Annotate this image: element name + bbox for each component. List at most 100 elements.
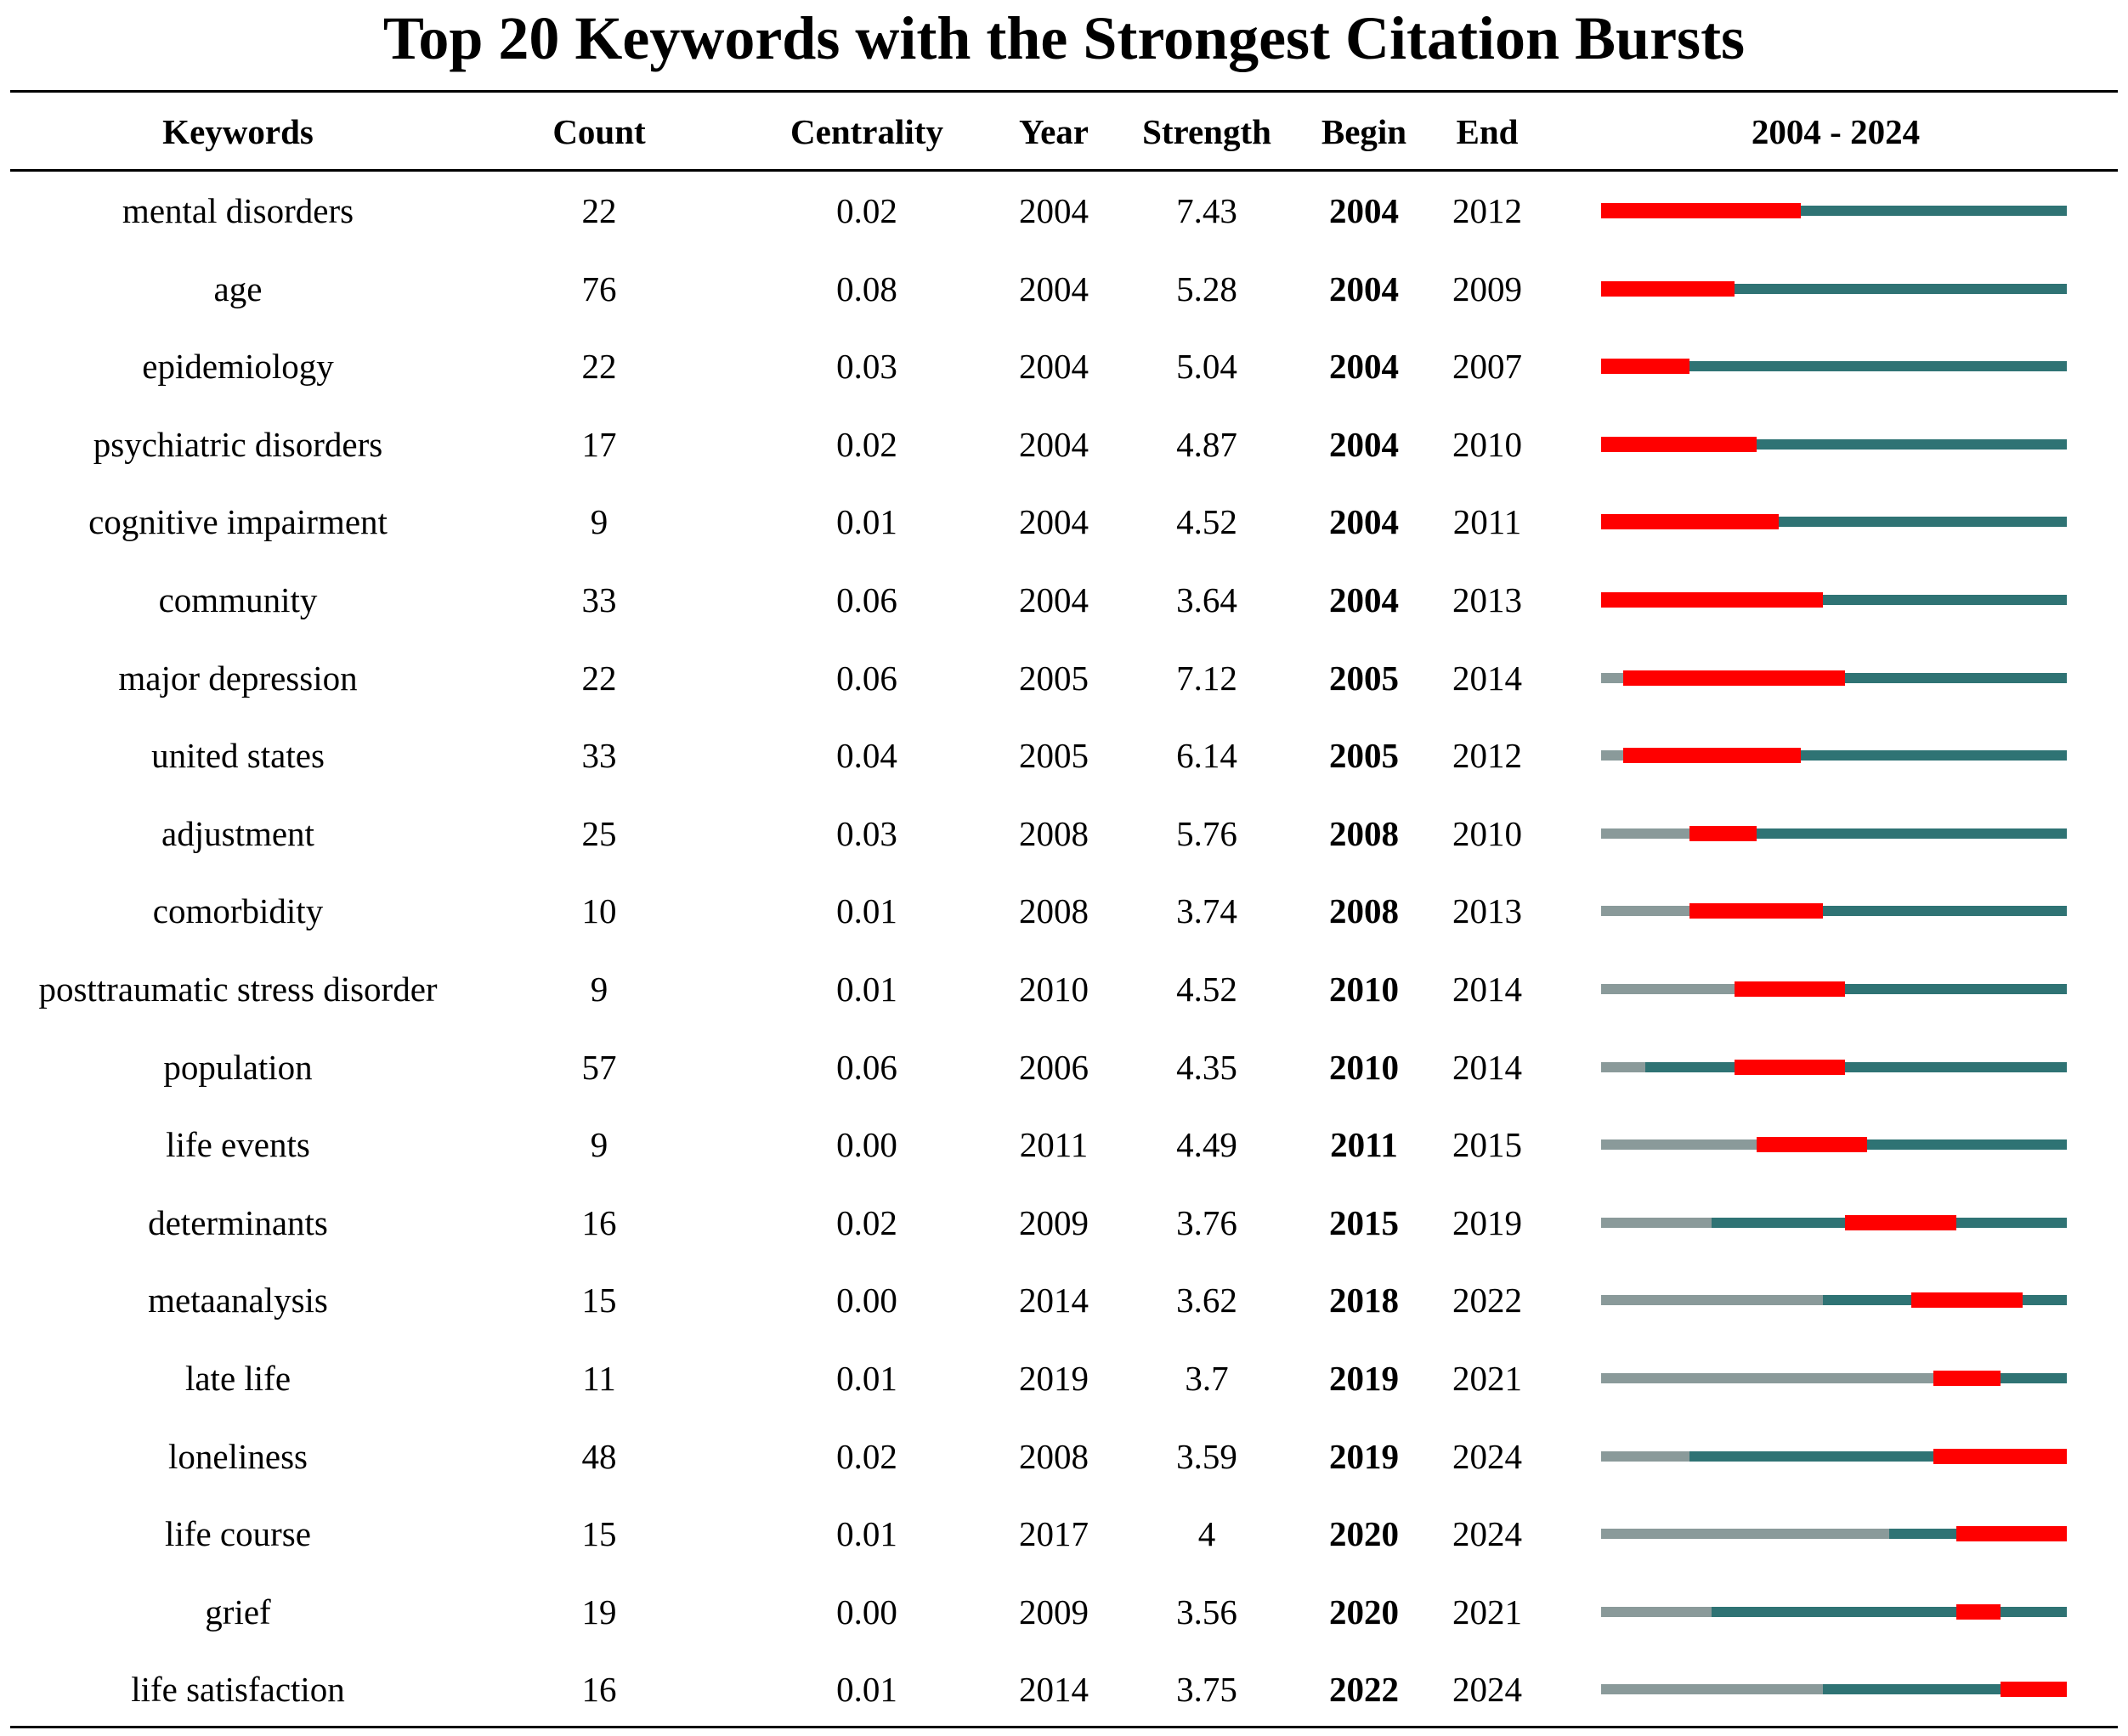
timeline-before-bar xyxy=(1601,672,1624,683)
table-row: life events 9 0.00 2011 4.49 2011 2015 xyxy=(0,1105,2128,1184)
timeline-before-bar xyxy=(1601,1061,1646,1072)
keyword-cell: life events xyxy=(166,1125,310,1165)
timeline-before-bar xyxy=(1601,1139,1757,1151)
keyword-cell: posttraumatic stress disorder xyxy=(38,970,438,1009)
year-cell: 2009 xyxy=(1019,1592,1089,1631)
table-row: mental disorders 22 0.02 2004 7.43 2004 2012 xyxy=(0,172,2128,250)
burst-bar xyxy=(1623,748,1801,764)
strength-cell: 4.35 xyxy=(1176,1047,1237,1087)
strength-cell: 3.59 xyxy=(1176,1436,1237,1476)
year-cell: 2010 xyxy=(1019,970,1089,1009)
header-keywords: Keywords xyxy=(162,112,314,151)
burst-bar xyxy=(1845,1214,1956,1230)
timeline-before-bar xyxy=(1601,1606,1712,1617)
keyword-cell: age xyxy=(213,269,263,308)
centrality-cell: 0.06 xyxy=(836,580,897,619)
end-cell: 2021 xyxy=(1452,1359,1522,1398)
year-cell: 2011 xyxy=(1019,1125,1089,1165)
end-cell: 2014 xyxy=(1452,970,1522,1009)
chart-title: Top 20 Keywords with the Strongest Citat… xyxy=(382,4,1746,72)
timeline-before-bar xyxy=(1601,1217,1712,1228)
year-cell: 2004 xyxy=(1019,502,1089,542)
begin-cell: 2015 xyxy=(1329,1202,1399,1242)
burst-bar xyxy=(1601,280,1735,297)
begin-cell: 2008 xyxy=(1329,813,1399,853)
burst-bar xyxy=(1955,1603,2001,1620)
timeline-active-bar xyxy=(1601,361,2067,372)
strength-cell: 3.64 xyxy=(1176,580,1237,619)
centrality-cell: 0.02 xyxy=(836,191,897,230)
count-cell: 15 xyxy=(581,1281,617,1320)
keyword-cell: grief xyxy=(205,1592,271,1631)
keyword-cell: adjustment xyxy=(161,813,314,853)
strength-cell: 7.12 xyxy=(1176,658,1237,698)
year-cell: 2019 xyxy=(1019,1359,1089,1398)
table-row: determinants 16 0.02 2009 3.76 2015 2019 xyxy=(0,1184,2128,1262)
year-cell: 2004 xyxy=(1019,424,1089,464)
count-cell: 22 xyxy=(581,347,617,387)
table-row: age 76 0.08 2004 5.28 2004 2009 xyxy=(0,250,2128,328)
count-cell: 76 xyxy=(581,269,617,308)
end-cell: 2024 xyxy=(1452,1670,1522,1710)
table-row: metaanalysis 15 0.00 2014 3.62 2018 2022 xyxy=(0,1261,2128,1339)
top-rule xyxy=(10,90,2118,93)
strength-cell: 4.52 xyxy=(1176,502,1237,542)
strength-cell: 3.76 xyxy=(1176,1202,1237,1242)
year-cell: 2017 xyxy=(1019,1514,1089,1554)
burst-bar xyxy=(1601,203,1801,218)
table-row: adjustment 25 0.03 2008 5.76 2008 2010 xyxy=(0,794,2128,873)
centrality-cell: 0.01 xyxy=(836,1670,897,1710)
strength-cell: 5.28 xyxy=(1176,269,1237,308)
timeline-before-bar xyxy=(1601,1295,1823,1306)
timeline-before-bar xyxy=(1601,1529,1890,1540)
strength-cell: 6.14 xyxy=(1176,736,1237,776)
table-row: life course 15 0.01 2017 4 2020 2024 xyxy=(0,1495,2128,1573)
header-rule xyxy=(10,169,2118,172)
end-cell: 2010 xyxy=(1452,424,1522,464)
header-timeline: 2004 - 2024 xyxy=(1751,112,1921,151)
burst-bar xyxy=(1623,670,1846,686)
begin-cell: 2004 xyxy=(1329,580,1399,619)
begin-cell: 2004 xyxy=(1329,424,1399,464)
table-row: psychiatric disorders 17 0.02 2004 4.87 2004 2… xyxy=(0,405,2128,483)
table-row: epidemiology 22 0.03 2004 5.04 2004 2007 xyxy=(0,327,2128,405)
burst-bar xyxy=(2000,1682,2067,1698)
burst-bar xyxy=(1601,436,1757,452)
year-cell: 2004 xyxy=(1019,580,1089,619)
strength-cell: 7.43 xyxy=(1176,191,1237,230)
strength-cell: 4 xyxy=(1197,1514,1216,1554)
begin-cell: 2019 xyxy=(1329,1359,1399,1398)
count-cell: 15 xyxy=(581,1514,617,1554)
year-cell: 2014 xyxy=(1019,1281,1089,1320)
end-cell: 2012 xyxy=(1452,191,1522,230)
begin-cell: 2011 xyxy=(1330,1125,1398,1165)
burst-bar xyxy=(1601,359,1690,375)
header-centrality: Centrality xyxy=(790,112,943,151)
keyword-cell: cognitive impairment xyxy=(88,502,388,542)
count-cell: 11 xyxy=(582,1359,616,1398)
centrality-cell: 0.01 xyxy=(836,502,897,542)
centrality-cell: 0.01 xyxy=(836,1359,897,1398)
count-cell: 48 xyxy=(581,1436,617,1476)
begin-cell: 2005 xyxy=(1329,658,1399,698)
keyword-cell: life course xyxy=(165,1514,311,1554)
begin-cell: 2019 xyxy=(1329,1436,1399,1476)
end-cell: 2022 xyxy=(1452,1281,1522,1320)
year-cell: 2008 xyxy=(1019,813,1089,853)
table-row: community 33 0.06 2004 3.64 2004 2013 xyxy=(0,561,2128,639)
end-cell: 2024 xyxy=(1452,1514,1522,1554)
timeline-before-bar xyxy=(1601,906,1690,917)
keyword-cell: metaanalysis xyxy=(148,1281,328,1320)
keyword-cell: community xyxy=(158,580,318,619)
count-cell: 10 xyxy=(581,891,617,931)
begin-cell: 2010 xyxy=(1329,1047,1399,1087)
strength-cell: 4.87 xyxy=(1176,424,1237,464)
strength-cell: 5.04 xyxy=(1176,347,1237,387)
timeline-before-bar xyxy=(1601,828,1690,839)
burst-bar xyxy=(1601,514,1779,530)
table-row: late life 11 0.01 2019 3.7 2019 2021 xyxy=(0,1339,2128,1417)
centrality-cell: 0.06 xyxy=(836,658,897,698)
burst-bar xyxy=(1933,1371,2001,1386)
centrality-cell: 0.02 xyxy=(836,424,897,464)
count-cell: 17 xyxy=(581,424,617,464)
